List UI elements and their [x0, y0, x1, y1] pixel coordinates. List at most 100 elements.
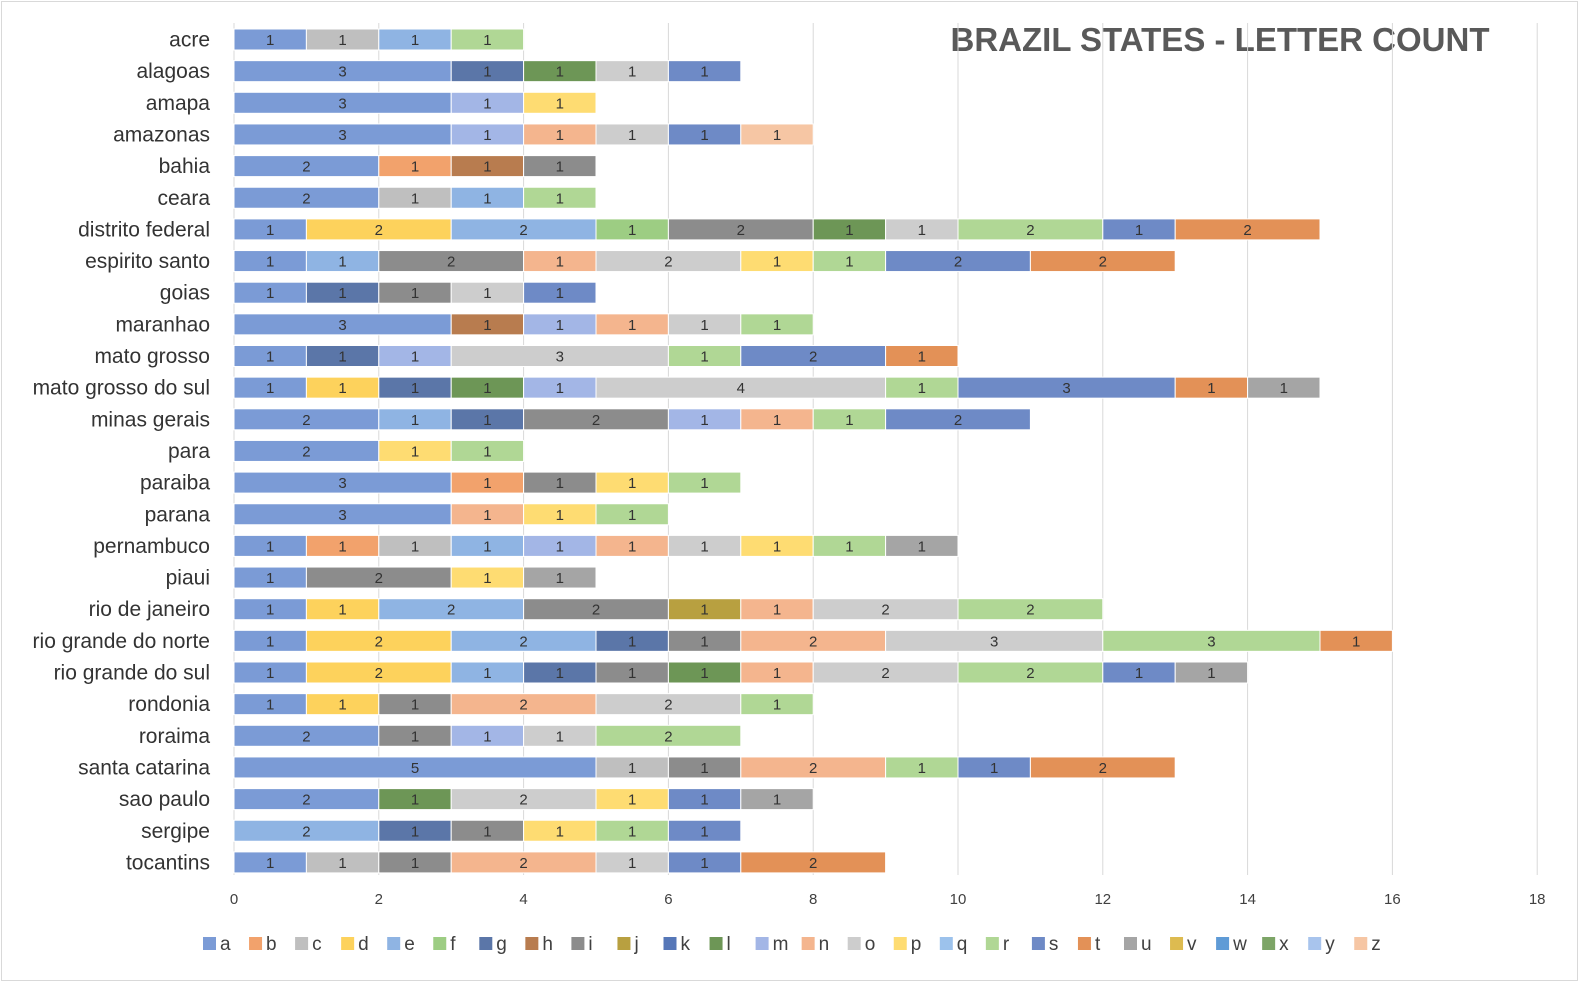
- data-label: 1: [266, 222, 274, 239]
- data-label: 1: [628, 792, 636, 809]
- data-label: 1: [990, 760, 998, 777]
- legend-swatch-o: [847, 937, 861, 950]
- data-label: 2: [447, 602, 455, 619]
- data-label: 3: [1207, 633, 1215, 650]
- data-label: 1: [700, 792, 708, 809]
- data-label: 2: [375, 665, 383, 682]
- bar-segment-r: [595, 503, 669, 526]
- legend-label-p: p: [911, 934, 922, 955]
- data-label: 1: [483, 665, 491, 682]
- legend-swatch-x: [1262, 937, 1276, 950]
- data-label: 3: [338, 507, 346, 524]
- data-label: 1: [556, 159, 564, 176]
- data-label: 2: [1099, 254, 1107, 271]
- category-label: goias: [160, 282, 210, 305]
- data-label: 1: [918, 538, 926, 555]
- category-label: rio grande do sul: [54, 662, 210, 685]
- legend-label-s: s: [1049, 934, 1059, 955]
- x-tick-label: 6: [664, 891, 672, 908]
- legend-label-n: n: [819, 934, 830, 955]
- data-label: 1: [1280, 380, 1288, 397]
- data-label: 1: [918, 222, 926, 239]
- data-label: 1: [483, 95, 491, 112]
- data-label: 1: [773, 254, 781, 271]
- legend-label-l: l: [727, 934, 731, 955]
- data-label: 2: [302, 792, 310, 809]
- data-label: 2: [664, 728, 672, 745]
- data-label: 1: [628, 855, 636, 872]
- data-label: 1: [700, 349, 708, 366]
- data-label: 2: [954, 412, 962, 429]
- legend-swatch-f: [433, 937, 447, 950]
- data-label: 1: [266, 633, 274, 650]
- data-label: 1: [483, 823, 491, 840]
- data-label: 2: [302, 443, 310, 460]
- category-label: minas gerais: [91, 408, 210, 431]
- bar-segment-u: [885, 534, 959, 557]
- legend-label-b: b: [266, 934, 277, 955]
- bar-segment-t: [885, 345, 959, 367]
- legend-label-d: d: [358, 934, 369, 955]
- legend-swatch-w: [1216, 937, 1230, 950]
- category-label: maranhao: [115, 313, 210, 336]
- category-label: acre: [169, 29, 210, 52]
- data-label: 5: [411, 760, 419, 777]
- data-label: 1: [411, 32, 419, 49]
- data-label: 1: [483, 317, 491, 334]
- legend-label-z: z: [1371, 934, 1381, 955]
- data-label: 1: [483, 127, 491, 144]
- data-label: 1: [556, 538, 564, 555]
- data-label: 1: [556, 285, 564, 302]
- data-label: 1: [556, 64, 564, 81]
- data-label: 1: [338, 602, 346, 619]
- data-label: 1: [338, 349, 346, 366]
- data-label: 1: [483, 507, 491, 524]
- category-label: rio de janeiro: [89, 598, 210, 621]
- data-label: 1: [628, 538, 636, 555]
- data-label: 1: [556, 823, 564, 840]
- data-label: 1: [918, 760, 926, 777]
- data-label: 2: [375, 633, 383, 650]
- category-label: santa catarina: [78, 756, 210, 779]
- bar-segment-r: [667, 471, 742, 494]
- x-axis-tick-labels: 0 2 4 6 8 10 12 14 16 18: [230, 891, 1546, 908]
- data-label: 2: [881, 602, 889, 619]
- data-label: 1: [700, 412, 708, 429]
- data-label: 2: [809, 760, 817, 777]
- data-label: 1: [411, 285, 419, 302]
- data-label: 2: [375, 222, 383, 239]
- data-label: 1: [411, 792, 419, 809]
- data-label: 1: [483, 538, 491, 555]
- data-label: 1: [556, 127, 564, 144]
- bar-segment-t: [740, 851, 887, 874]
- data-label: 1: [266, 380, 274, 397]
- legend-label-c: c: [312, 934, 322, 955]
- data-label: 1: [338, 855, 346, 872]
- bar-segment-p: [523, 91, 597, 114]
- data-label: 2: [302, 728, 310, 745]
- data-label: 1: [266, 538, 274, 555]
- data-label: 1: [773, 317, 781, 334]
- data-label: 1: [338, 285, 346, 302]
- legend-label-i: i: [588, 934, 592, 955]
- data-label: 1: [845, 538, 853, 555]
- data-label: 1: [700, 602, 708, 619]
- data-label: 1: [700, 538, 708, 555]
- bar-segment-r: [957, 598, 1104, 621]
- legend-label-e: e: [404, 934, 415, 955]
- category-label: ceara: [157, 187, 210, 210]
- legend-swatch-m: [755, 937, 769, 950]
- data-label: 1: [773, 792, 781, 809]
- data-label: 1: [556, 190, 564, 207]
- data-label: 1: [556, 728, 564, 745]
- data-label: 1: [773, 127, 781, 144]
- data-label: 1: [411, 538, 419, 555]
- data-label: 1: [411, 380, 419, 397]
- data-label: 1: [1135, 665, 1143, 682]
- data-label: 2: [302, 412, 310, 429]
- legend-swatch-l: [709, 937, 723, 950]
- x-tick-label: 12: [1094, 891, 1111, 908]
- category-label: sergipe: [141, 820, 210, 843]
- category-label: parana: [145, 503, 211, 526]
- legend-label-g: g: [496, 934, 507, 955]
